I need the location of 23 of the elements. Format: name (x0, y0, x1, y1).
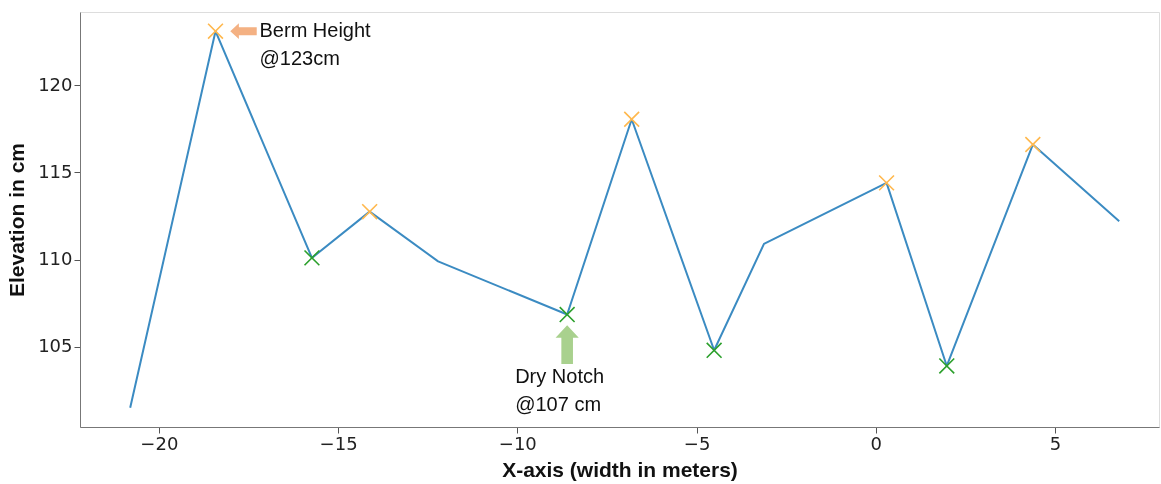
x-axis-title: X-axis (width in meters) (502, 457, 738, 481)
annotation: Dry Notch @107 cm (515, 364, 605, 415)
point (361, 203, 378, 220)
point (558, 306, 576, 323)
y-tick-label: 120 (38, 73, 73, 95)
x-tick-label: 0 (870, 432, 883, 454)
point (878, 174, 895, 192)
y-tick-label: 115 (38, 160, 73, 182)
y-tick-label: 105 (38, 335, 73, 357)
annotation: Berm Height @123cm (259, 19, 372, 70)
x-tick-label: −10 (498, 432, 537, 454)
point (705, 342, 723, 359)
x-tick-label: −5 (683, 432, 711, 454)
point (1024, 136, 1042, 153)
point (303, 249, 321, 267)
y-axis-title: Elevation in cm (5, 142, 29, 298)
point (623, 111, 640, 128)
point (938, 357, 955, 375)
y-tick-label: 110 (38, 248, 73, 270)
x-tick-label: −20 (140, 432, 179, 454)
point (207, 22, 224, 40)
x-tick-label: 5 (1049, 432, 1062, 454)
x-tick-label: −15 (319, 432, 358, 454)
